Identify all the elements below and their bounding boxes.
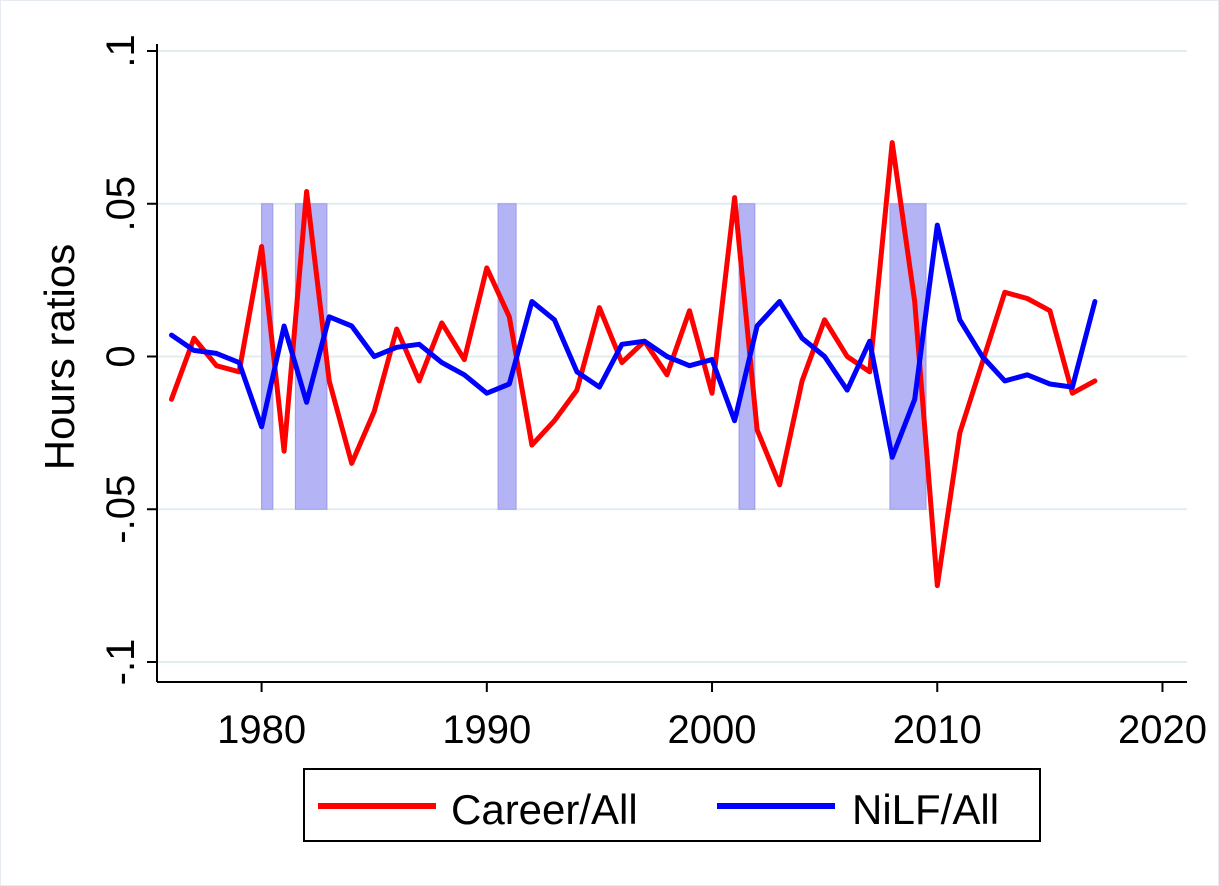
legend: Career/All NiLF/All — [303, 768, 1041, 842]
y-tick-label: -.1 — [99, 639, 143, 686]
recession-band — [497, 203, 517, 510]
x-tick-label: 2020 — [1118, 708, 1207, 752]
y-tick-label: 0 — [99, 345, 143, 367]
series-lines — [169, 140, 1098, 589]
x-tick-label: 1980 — [217, 708, 306, 752]
legend-label: Career/All — [451, 786, 638, 833]
y-tick-label: -.05 — [99, 475, 143, 544]
series-line-nilf-all — [169, 222, 1098, 460]
y-tick-label: .1 — [99, 34, 143, 67]
x-tick-label: 1990 — [442, 708, 531, 752]
series-line-career-all — [169, 140, 1098, 589]
x-tick-label: 2010 — [893, 708, 982, 752]
x-tick-label: 2000 — [668, 708, 757, 752]
y-tick-label: .05 — [99, 176, 143, 232]
legend-label: NiLF/All — [852, 786, 999, 833]
axes: -.1 -.05 0 .05 .1 1980 1990 2000 2010 2020 — [99, 34, 1207, 752]
y-axis-title: Hours ratios — [36, 244, 83, 470]
